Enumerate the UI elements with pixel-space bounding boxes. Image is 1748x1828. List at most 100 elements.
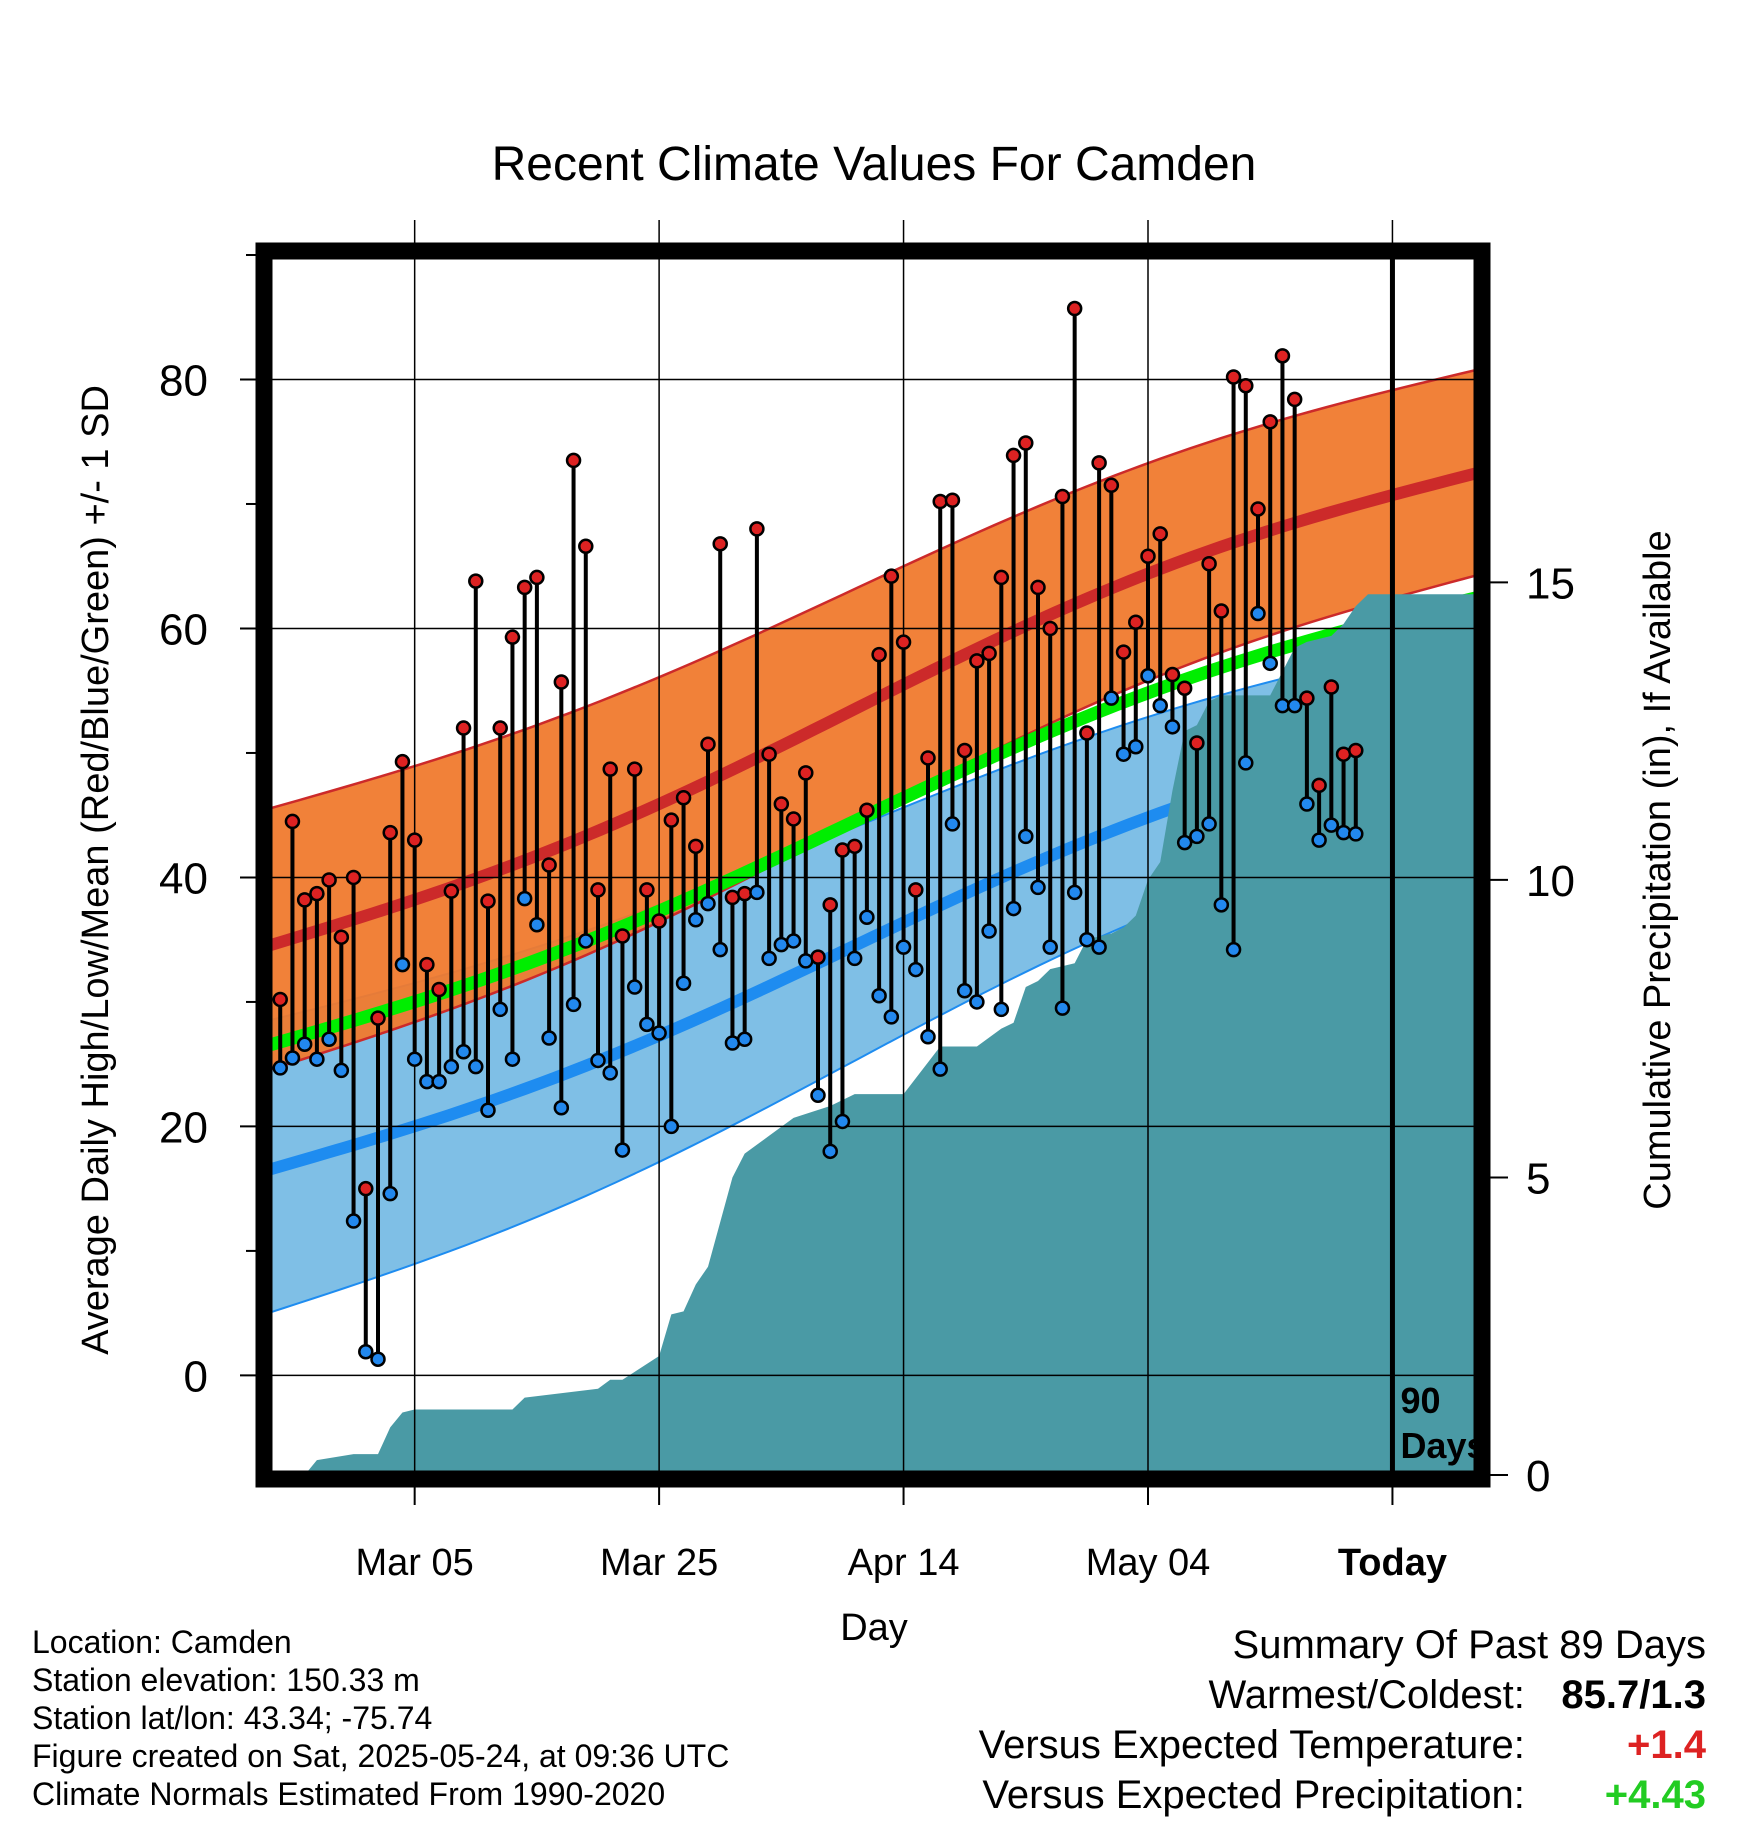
high-point bbox=[321, 872, 337, 888]
high-point bbox=[553, 674, 570, 690]
y-tick-label-left: 40 bbox=[159, 854, 208, 903]
low-point bbox=[406, 1051, 423, 1067]
today-days-label: Days bbox=[1400, 1425, 1486, 1466]
low-point bbox=[614, 1142, 631, 1158]
high-point bbox=[614, 928, 631, 944]
high-point bbox=[981, 645, 997, 662]
low-point bbox=[895, 939, 912, 955]
low-point bbox=[553, 1100, 570, 1116]
high-point bbox=[529, 569, 545, 586]
grid-lines bbox=[268, 220, 1478, 1475]
high-point bbox=[675, 790, 692, 806]
high-point bbox=[736, 885, 753, 902]
low-point bbox=[1250, 605, 1266, 622]
summary-title: Summary Of Past 89 Days bbox=[1232, 1623, 1706, 1667]
high-point bbox=[810, 949, 826, 965]
y-tick-label-left: 20 bbox=[159, 1103, 208, 1152]
warmest-label: Warmest/Coldest: bbox=[1208, 1673, 1525, 1717]
high-point bbox=[773, 796, 790, 812]
precip-label: Versus Expected Precipitation: bbox=[982, 1773, 1525, 1817]
low-point bbox=[981, 923, 997, 939]
high-point bbox=[565, 452, 582, 469]
low-point bbox=[1128, 738, 1144, 755]
high-point bbox=[1128, 614, 1144, 630]
low-point bbox=[626, 979, 643, 995]
low-point bbox=[761, 950, 777, 967]
low-point bbox=[810, 1087, 826, 1104]
low-point bbox=[1103, 690, 1120, 706]
high-point bbox=[932, 493, 948, 510]
high-point bbox=[1250, 501, 1266, 517]
low-point bbox=[541, 1030, 557, 1046]
low-point bbox=[468, 1058, 484, 1075]
x-axis-label: Day bbox=[840, 1607, 908, 1649]
high-point bbox=[626, 761, 643, 777]
low-point bbox=[296, 1036, 313, 1053]
high-point bbox=[1299, 690, 1315, 706]
high-point bbox=[908, 882, 924, 898]
low-point bbox=[846, 950, 863, 967]
axes: 0 20 40 60 80 0 5 10 15 Mar 05 Mar 25 Apr 14 May 04 T… bbox=[159, 254, 1575, 1584]
low-point bbox=[382, 1185, 398, 1202]
high-point bbox=[1066, 300, 1083, 317]
low-point bbox=[749, 884, 765, 901]
warmest-row: Warmest/Coldest: 85.7/1.3 bbox=[979, 1670, 1707, 1720]
low-point bbox=[859, 909, 875, 926]
precip-row: Versus Expected Precipitation: +4.43 bbox=[979, 1770, 1706, 1820]
high-point bbox=[455, 720, 472, 736]
high-point bbox=[663, 812, 680, 828]
low-point bbox=[394, 956, 411, 973]
low-point bbox=[1286, 697, 1303, 714]
high-point bbox=[309, 885, 325, 902]
high-point bbox=[1103, 477, 1120, 494]
precip-value: +4.43 bbox=[1604, 1773, 1706, 1817]
y-tick-label-left: 0 bbox=[184, 1352, 208, 1401]
elevation-text: Station elevation: 150.33 m bbox=[32, 1662, 420, 1698]
low-point bbox=[1311, 832, 1327, 848]
low-point bbox=[516, 890, 533, 907]
high-point bbox=[284, 813, 301, 830]
high-point bbox=[1152, 526, 1168, 542]
high-point bbox=[1274, 348, 1291, 364]
x-tick-label: Mar 05 bbox=[356, 1542, 474, 1584]
low-point bbox=[663, 1118, 680, 1135]
temp-row: Versus Expected Temperature: +1.4 bbox=[979, 1720, 1706, 1770]
y-tick-label-right: 5 bbox=[1526, 1154, 1550, 1203]
low-point bbox=[932, 1061, 948, 1077]
location-text: Location: Camden bbox=[32, 1624, 292, 1660]
low-point bbox=[431, 1073, 447, 1090]
station-info: Location: Camden Station elevation: 150.… bbox=[32, 1623, 729, 1813]
high-mean-line bbox=[266, 467, 1480, 952]
low-point bbox=[1335, 824, 1352, 841]
high-point bbox=[700, 736, 716, 752]
low-point bbox=[736, 1031, 753, 1048]
low-point bbox=[1164, 719, 1181, 735]
high-point bbox=[1091, 455, 1107, 471]
high-point bbox=[431, 981, 447, 998]
y-axis-label-left: Average Daily High/Low/Mean (Red/Blue/Gr… bbox=[75, 385, 117, 1355]
x-tick-label: Apr 14 bbox=[848, 1542, 960, 1584]
low-point bbox=[1152, 697, 1168, 714]
low-point bbox=[345, 1213, 362, 1229]
high-point bbox=[394, 753, 411, 770]
low-point bbox=[1054, 1000, 1071, 1016]
x-tick-label: May 04 bbox=[1086, 1542, 1211, 1584]
low-point bbox=[272, 1060, 288, 1076]
low-point bbox=[1176, 834, 1193, 851]
low-point bbox=[370, 1351, 386, 1367]
low-point bbox=[565, 996, 582, 1013]
low-point bbox=[956, 982, 973, 999]
high-point bbox=[602, 761, 618, 777]
y-tick-label-right: 10 bbox=[1526, 857, 1575, 906]
low-point bbox=[358, 1344, 374, 1360]
high-point bbox=[761, 746, 777, 762]
high-point bbox=[578, 538, 594, 555]
observations bbox=[272, 300, 1364, 1367]
summary-panel: Summary Of Past 89 Days Warmest/Coldest:… bbox=[979, 1620, 1706, 1820]
high-point bbox=[333, 929, 350, 945]
latlon-text: Station lat/lon: 43.34; -75.74 bbox=[32, 1700, 433, 1736]
precip-area-shape bbox=[268, 594, 1478, 1475]
low-point bbox=[675, 975, 692, 992]
low-point bbox=[1201, 816, 1217, 832]
